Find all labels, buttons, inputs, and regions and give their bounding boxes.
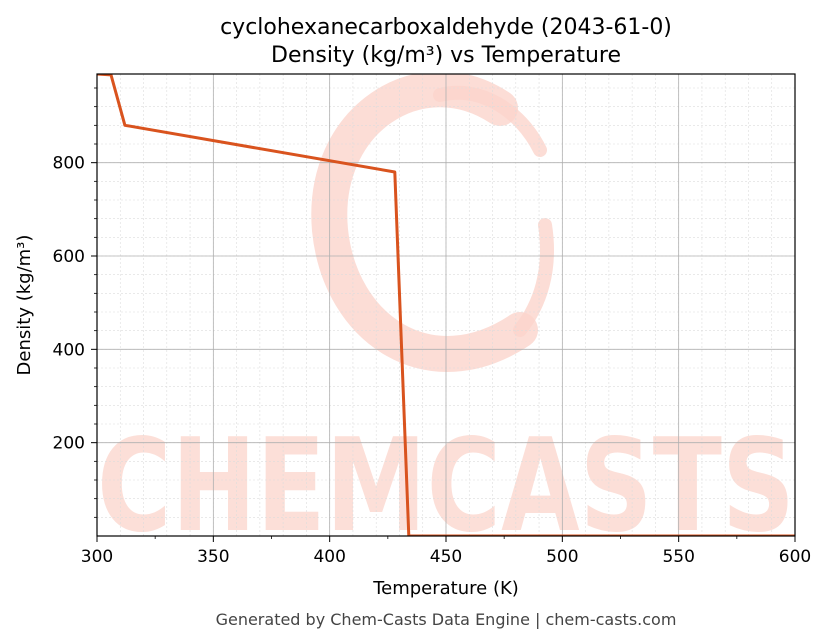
x-tick-label: 600 [779, 547, 811, 567]
x-tick-label: 550 [662, 547, 694, 567]
y-axis-label: Density (kg/m³) [14, 235, 35, 376]
y-axis-ticks: 200 400 600 800 [53, 87, 97, 518]
y-tick-label: 600 [53, 247, 85, 267]
y-tick-label: 400 [53, 340, 85, 360]
x-axis-label: Temperature (K) [372, 578, 519, 599]
density-series-line [97, 74, 795, 536]
x-tick-label: 500 [546, 547, 578, 567]
x-tick-label: 300 [81, 547, 113, 567]
chart-title-line2: Density (kg/m³) vs Temperature [271, 43, 621, 68]
y-tick-label: 200 [53, 434, 85, 454]
footer-credit: Generated by Chem-Casts Data Engine | ch… [216, 610, 677, 629]
x-tick-label: 350 [197, 547, 229, 567]
y-tick-label: 800 [53, 154, 85, 174]
major-grid [97, 74, 795, 536]
x-axis-ticks: 300 350 400 450 500 550 600 [81, 536, 811, 567]
x-tick-label: 400 [313, 547, 345, 567]
x-tick-label: 450 [430, 547, 462, 567]
chart-title-line1: cyclohexanecarboxaldehyde (2043-61-0) [220, 15, 672, 40]
